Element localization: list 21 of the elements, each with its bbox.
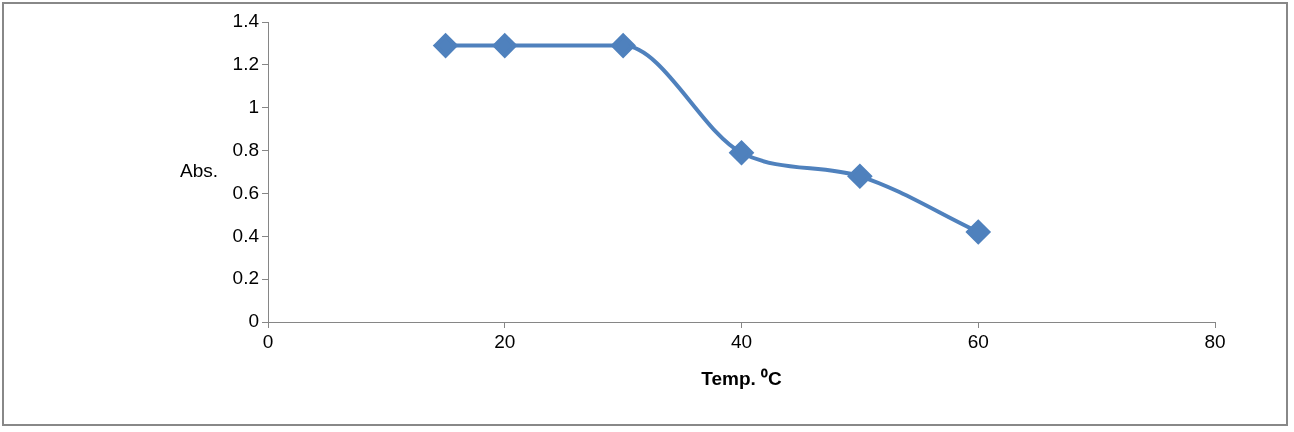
y-axis-title: Abs. (179, 160, 218, 182)
y-tick-label: 0.6 (232, 181, 259, 203)
point (966, 220, 991, 244)
point (847, 164, 872, 189)
y-tick-label: 0.4 (232, 224, 260, 246)
y-tick-label: 0.8 (232, 138, 259, 160)
x-tick-label: 40 (730, 330, 753, 352)
x-tick-label: 80 (1204, 330, 1226, 352)
x-tick-label: 20 (494, 330, 516, 352)
point (611, 33, 636, 58)
point (433, 33, 458, 58)
y-tick-label: 1.4 (232, 10, 260, 32)
x-axis-title: Temp. ⁰C (701, 367, 783, 389)
y-tick-label: 0.2 (232, 267, 259, 289)
y-tick-label: 0 (248, 310, 259, 332)
point (729, 140, 754, 165)
x-tick-label: 0 (262, 330, 274, 352)
x-tick-label: 60 (967, 330, 989, 352)
y-tick-label: 1 (248, 95, 259, 117)
y-tick-label: 1.2 (232, 53, 259, 75)
point (492, 33, 517, 58)
